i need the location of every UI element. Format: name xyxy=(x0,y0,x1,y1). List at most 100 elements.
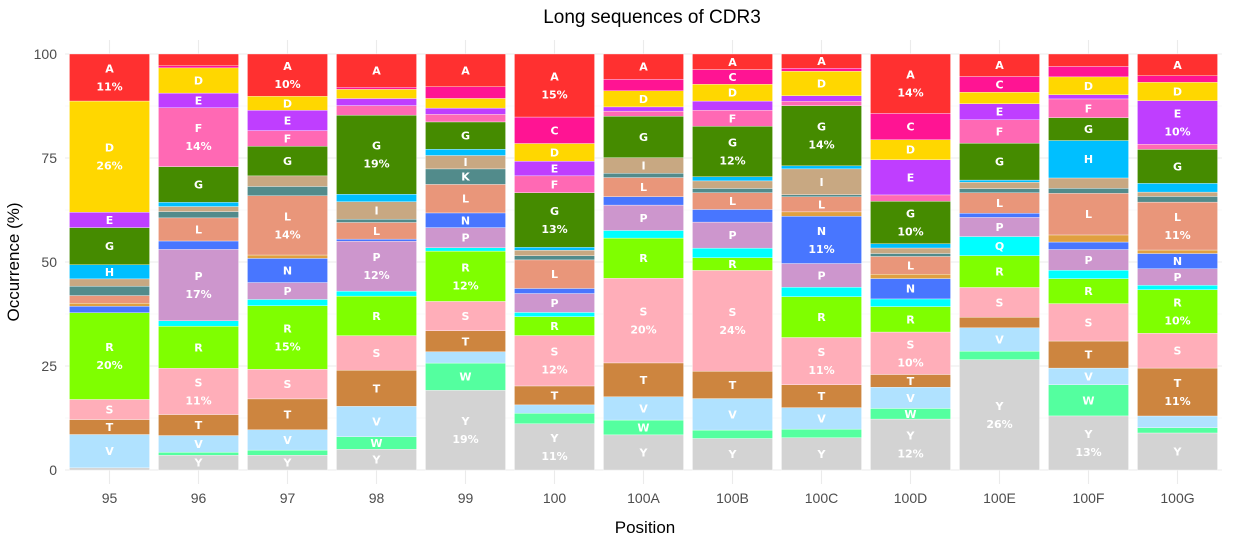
bar-segment-S xyxy=(603,278,683,363)
bar-segment-H xyxy=(870,244,950,248)
bar-segment-S xyxy=(158,368,238,414)
bar-segment-K xyxy=(514,256,594,260)
bar-segment-W xyxy=(158,452,238,455)
bar-segment-N xyxy=(514,288,594,293)
bar-segment-W xyxy=(959,351,1039,359)
segment-letter-label: P xyxy=(461,232,469,245)
segment-letter-label: G xyxy=(372,140,381,153)
bar-segment-P xyxy=(336,241,416,291)
segment-letter-label: H xyxy=(105,266,114,279)
segment-letter-label: N xyxy=(906,283,915,296)
bar-segment-T xyxy=(959,317,1039,328)
bar-segment-S xyxy=(781,337,861,384)
segment-letter-label: E xyxy=(551,163,559,176)
segment-letter-label: N xyxy=(817,225,826,238)
segment-letter-label: N xyxy=(1173,255,1182,268)
bar-segment-C xyxy=(603,79,683,90)
segment-letter-label: A xyxy=(461,64,470,77)
bar-segment-Y xyxy=(870,419,950,470)
segment-letter-label: T xyxy=(551,389,559,402)
bar-segment-K xyxy=(336,219,416,222)
segment-letter-label: D xyxy=(1084,80,1093,93)
bar-segment-N xyxy=(781,216,861,263)
bar-segment-I xyxy=(514,250,594,255)
bar-segment-H xyxy=(959,180,1039,182)
segment-percent-label: 13% xyxy=(1075,446,1101,459)
bar-segment-G xyxy=(514,193,594,248)
segment-percent-label: 15% xyxy=(541,89,567,102)
segment-letter-label: L xyxy=(996,197,1003,210)
segment-letter-label: D xyxy=(105,142,114,155)
bar-stack-99: Y19%WTSR12%PNLKIGA xyxy=(425,54,505,470)
segment-percent-label: 10% xyxy=(897,226,923,239)
x-axis-title: Position xyxy=(615,518,675,537)
segment-letter-label: P xyxy=(639,212,647,225)
segment-percent-label: 26% xyxy=(986,418,1012,431)
segment-letter-label: P xyxy=(194,270,202,283)
segment-letter-label: L xyxy=(462,193,469,206)
bar-stack-98: YWVTSRP12%LIG19%A xyxy=(336,54,416,470)
segment-letter-label: F xyxy=(1085,102,1093,115)
bar-stack-100A: YWVTS20%RPLIGDA xyxy=(603,54,683,470)
segment-percent-label: 14% xyxy=(808,139,834,152)
segment-percent-label: 12% xyxy=(363,269,389,282)
segment-letter-label: R xyxy=(550,320,559,333)
bar-stack-100G: YT11%SR10%PNL11%GE10%DA xyxy=(1137,54,1217,470)
bar-segment-E xyxy=(692,101,772,110)
segment-letter-label: T xyxy=(729,379,737,392)
segment-letter-label: V xyxy=(372,416,381,429)
y-tick-label: 50 xyxy=(41,254,57,270)
y-tick-label: 75 xyxy=(41,150,57,166)
bar-segment-L xyxy=(247,196,327,255)
segment-letter-label: L xyxy=(640,181,647,194)
segment-letter-label: G xyxy=(105,240,114,253)
segment-letter-label: Y xyxy=(906,430,916,443)
bar-segment-G xyxy=(336,115,416,194)
bar-segment-C xyxy=(336,87,416,89)
segment-letter-label: L xyxy=(907,259,914,272)
segment-letter-label: V xyxy=(283,434,292,447)
segment-percent-label: 20% xyxy=(630,324,656,337)
bar-segment-K xyxy=(603,173,683,177)
bar-segment-H xyxy=(692,177,772,181)
segment-letter-label: S xyxy=(907,338,915,351)
segment-letter-label: C xyxy=(906,121,914,134)
bar-segment-S xyxy=(692,270,772,371)
segment-letter-label: D xyxy=(194,74,203,87)
bar-stack-100B: YVTS24%RPLG12%FDCA xyxy=(692,54,772,470)
segment-letter-label: W xyxy=(637,421,649,434)
segment-percent-label: 14% xyxy=(897,87,923,100)
segment-letter-label: E xyxy=(1174,107,1182,120)
segment-letter-label: R xyxy=(1084,285,1093,298)
bar-segment-E xyxy=(425,108,505,114)
segment-letter-label: S xyxy=(818,346,826,359)
segment-letter-label: D xyxy=(906,144,915,157)
segment-letter-label: S xyxy=(1085,316,1093,329)
segment-percent-label: 11% xyxy=(1164,229,1190,242)
segment-percent-label: 13% xyxy=(541,223,567,236)
segment-percent-label: 14% xyxy=(274,228,300,241)
segment-letter-label: V xyxy=(995,333,1004,346)
segment-letter-label: K xyxy=(461,171,470,184)
segment-letter-label: E xyxy=(284,114,292,127)
segment-letter-label: A xyxy=(550,71,559,84)
segment-letter-label: G xyxy=(461,130,470,143)
bar-segment-K xyxy=(1048,188,1128,193)
bar-segment-H xyxy=(781,166,861,169)
segment-letter-label: G xyxy=(1173,160,1182,173)
segment-percent-label: 12% xyxy=(452,279,478,292)
segment-letter-label: Y xyxy=(1173,445,1183,458)
segment-letter-label: Q xyxy=(995,240,1004,253)
segment-letter-label: S xyxy=(1174,345,1182,358)
bar-segment-A xyxy=(870,54,950,113)
bar-segment-D xyxy=(336,89,416,98)
bar-segment-Q xyxy=(336,291,416,296)
segment-letter-label: P xyxy=(1173,271,1181,284)
bar-segment-V xyxy=(1137,416,1217,428)
segment-letter-label: V xyxy=(105,445,114,458)
x-tick-label: 100C xyxy=(805,490,838,506)
segment-letter-label: G xyxy=(817,121,826,134)
bar-segment-Y xyxy=(69,468,149,470)
segment-letter-label: W xyxy=(370,437,382,450)
